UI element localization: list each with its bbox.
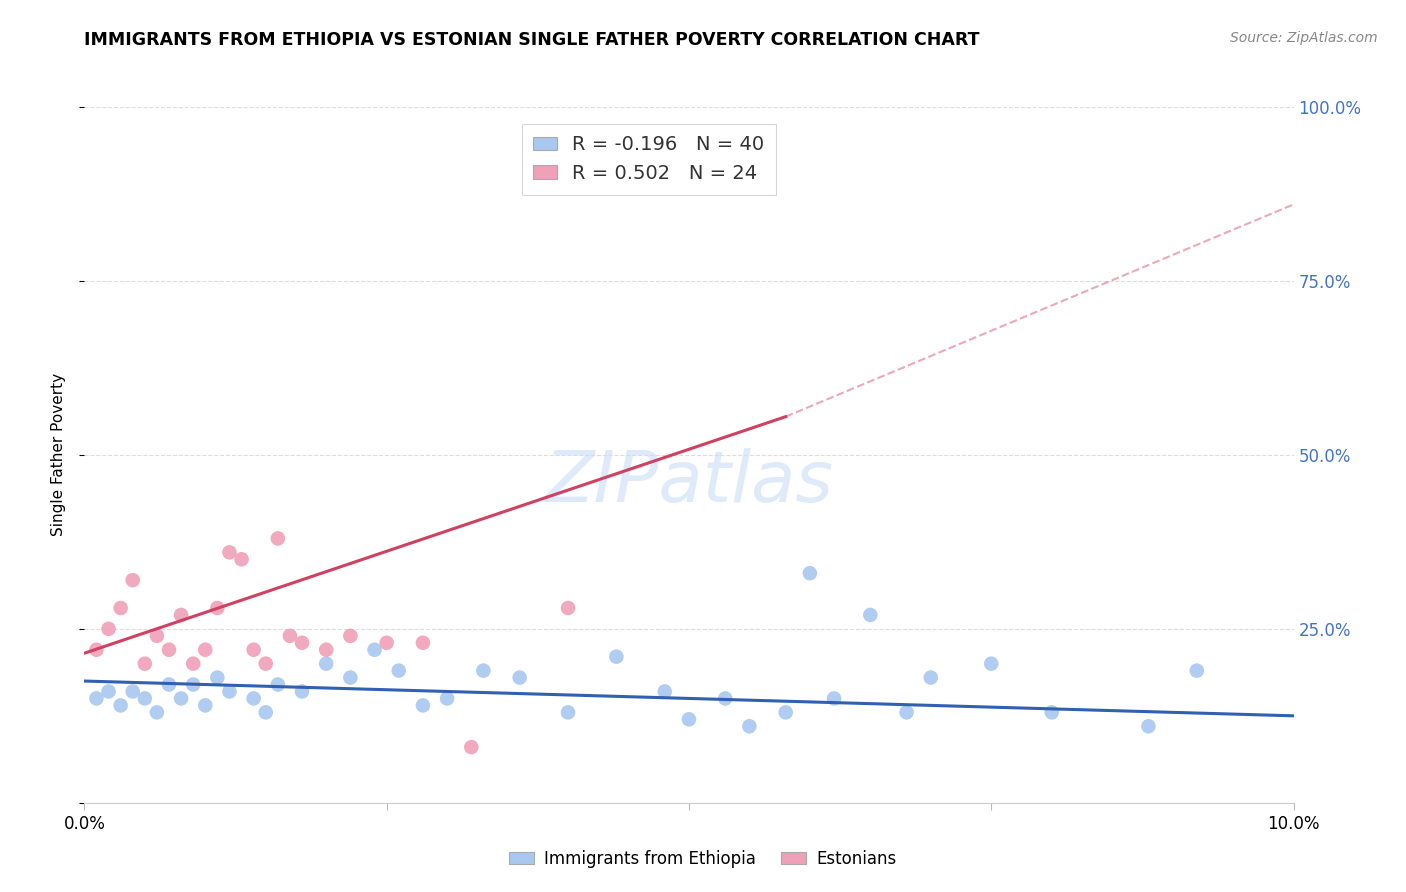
Point <box>412 636 434 650</box>
Point <box>110 601 132 615</box>
Point <box>557 601 579 615</box>
Point <box>678 712 700 726</box>
Point <box>242 691 264 706</box>
Text: IMMIGRANTS FROM ETHIOPIA VS ESTONIAN SINGLE FATHER POVERTY CORRELATION CHART: IMMIGRANTS FROM ETHIOPIA VS ESTONIAN SIN… <box>84 31 980 49</box>
Point <box>254 657 277 671</box>
Point <box>181 677 204 691</box>
Point <box>86 691 108 706</box>
Point <box>146 706 169 720</box>
Point <box>339 671 361 685</box>
Text: ZIPatlas: ZIPatlas <box>544 449 834 517</box>
Point <box>278 629 301 643</box>
Point <box>605 649 627 664</box>
Point <box>207 601 229 615</box>
Point <box>654 684 676 698</box>
Point <box>1137 719 1160 733</box>
Legend: R = -0.196   N = 40, R = 0.502   N = 24: R = -0.196 N = 40, R = 0.502 N = 24 <box>522 124 776 194</box>
Point <box>412 698 434 713</box>
Point <box>823 691 845 706</box>
Point <box>775 706 797 720</box>
Point <box>181 657 204 671</box>
Point <box>134 657 156 671</box>
Point <box>121 684 143 698</box>
Y-axis label: Single Father Poverty: Single Father Poverty <box>51 374 66 536</box>
Point <box>97 622 120 636</box>
Point <box>121 573 143 587</box>
Point <box>859 607 882 622</box>
Point <box>388 664 411 678</box>
Point <box>291 684 314 698</box>
Legend: Immigrants from Ethiopia, Estonians: Immigrants from Ethiopia, Estonians <box>503 844 903 875</box>
Point <box>375 636 398 650</box>
Point <box>1185 664 1208 678</box>
Point <box>242 642 264 657</box>
Point <box>267 677 290 691</box>
Point <box>110 698 132 713</box>
Point <box>714 691 737 706</box>
Point <box>97 684 120 698</box>
Point <box>218 684 240 698</box>
Text: Source: ZipAtlas.com: Source: ZipAtlas.com <box>1230 31 1378 45</box>
Point <box>980 657 1002 671</box>
Point <box>170 607 193 622</box>
Point <box>339 629 361 643</box>
Point <box>315 657 337 671</box>
Point <box>267 532 290 546</box>
Point <box>194 698 217 713</box>
Point <box>291 636 314 650</box>
Point <box>86 642 108 657</box>
Point <box>194 642 217 657</box>
Point <box>738 719 761 733</box>
Point <box>509 671 531 685</box>
Point <box>254 706 277 720</box>
Point <box>315 642 337 657</box>
Point <box>799 566 821 581</box>
Point <box>896 706 918 720</box>
Point <box>218 545 240 559</box>
Point <box>157 642 180 657</box>
Point <box>134 691 156 706</box>
Point <box>436 691 458 706</box>
Point <box>157 677 180 691</box>
Point <box>460 740 482 755</box>
Point <box>472 664 495 678</box>
Point <box>363 642 385 657</box>
Point <box>231 552 253 566</box>
Point <box>557 706 579 720</box>
Point <box>207 671 229 685</box>
Point <box>146 629 169 643</box>
Point <box>920 671 942 685</box>
Point <box>1040 706 1063 720</box>
Point <box>170 691 193 706</box>
